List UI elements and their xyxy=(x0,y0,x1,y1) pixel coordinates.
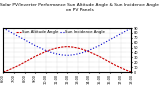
Sun Altitude Angle xyxy=(13,67,15,68)
Text: Solar PV/Inverter Performance Sun Altitude Angle & Sun Incidence Angle on PV Pan: Solar PV/Inverter Performance Sun Altitu… xyxy=(0,3,160,12)
Legend: Sun Altitude Angle, Sun Incidence Angle: Sun Altitude Angle, Sun Incidence Angle xyxy=(16,30,106,35)
Sun Altitude Angle xyxy=(77,47,79,49)
Sun Altitude Angle xyxy=(109,62,111,63)
Sun Altitude Angle xyxy=(130,71,132,73)
Sun Incidence Angle xyxy=(82,52,84,53)
Sun Altitude Angle xyxy=(56,47,57,49)
Sun Incidence Angle xyxy=(114,36,116,37)
Sun Incidence Angle xyxy=(34,45,36,46)
Sun Incidence Angle xyxy=(8,30,9,32)
Sun Altitude Angle xyxy=(125,69,127,71)
Sun Incidence Angle xyxy=(98,45,100,46)
Sun Incidence Angle xyxy=(104,42,105,43)
Sun Incidence Angle xyxy=(24,39,25,40)
Sun Incidence Angle xyxy=(50,52,52,53)
Sun Altitude Angle xyxy=(40,53,41,55)
Sun Altitude Angle xyxy=(29,59,31,60)
Sun Incidence Angle xyxy=(77,53,79,55)
Sun Incidence Angle xyxy=(66,55,68,56)
Sun Altitude Angle xyxy=(120,67,121,68)
Sun Altitude Angle xyxy=(8,69,9,71)
Sun Altitude Angle xyxy=(66,46,68,47)
Sun Altitude Angle xyxy=(18,65,20,66)
Sun Incidence Angle xyxy=(56,53,57,55)
Sun Altitude Angle xyxy=(114,65,116,66)
Sun Incidence Angle xyxy=(18,36,20,37)
Sun Altitude Angle xyxy=(2,71,4,73)
Sun Incidence Angle xyxy=(13,33,15,34)
Sun Altitude Angle xyxy=(45,51,47,52)
Sun Incidence Angle xyxy=(61,54,63,56)
Sun Altitude Angle xyxy=(98,56,100,57)
Sun Altitude Angle xyxy=(24,62,25,63)
Sun Incidence Angle xyxy=(109,39,111,40)
Sun Incidence Angle xyxy=(72,54,73,56)
Sun Altitude Angle xyxy=(34,56,36,57)
Sun Incidence Angle xyxy=(40,47,41,49)
Sun Incidence Angle xyxy=(2,27,4,29)
Sun Altitude Angle xyxy=(104,59,105,60)
Sun Incidence Angle xyxy=(130,27,132,29)
Sun Altitude Angle xyxy=(50,49,52,50)
Sun Incidence Angle xyxy=(125,30,127,32)
Sun Altitude Angle xyxy=(82,49,84,50)
Sun Altitude Angle xyxy=(72,46,73,48)
Sun Altitude Angle xyxy=(61,46,63,48)
Sun Incidence Angle xyxy=(93,47,95,49)
Sun Altitude Angle xyxy=(93,53,95,55)
Line: Sun Incidence Angle: Sun Incidence Angle xyxy=(3,28,131,55)
Sun Incidence Angle xyxy=(88,50,89,51)
Sun Incidence Angle xyxy=(29,42,31,43)
Line: Sun Altitude Angle: Sun Altitude Angle xyxy=(3,47,131,72)
Sun Altitude Angle xyxy=(88,51,89,52)
Sun Incidence Angle xyxy=(120,33,121,34)
Sun Incidence Angle xyxy=(45,50,47,51)
